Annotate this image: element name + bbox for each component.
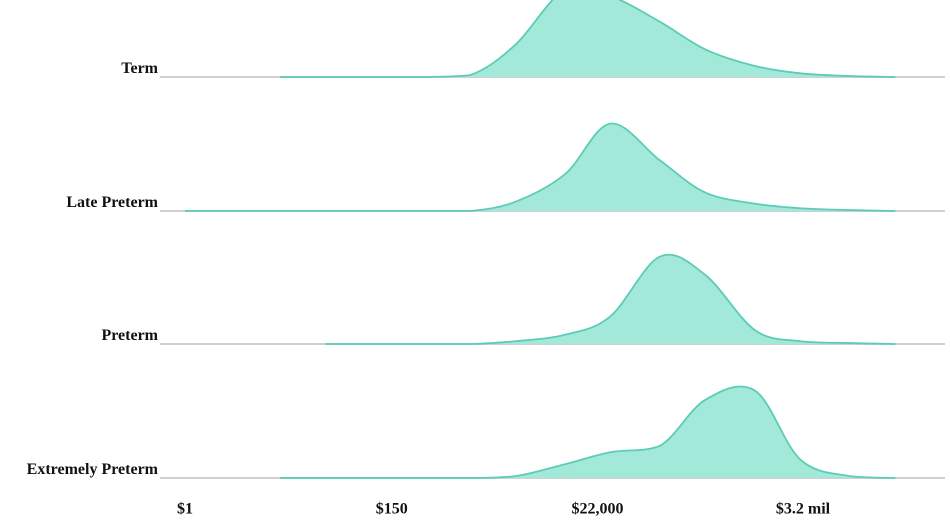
density-area [280, 0, 896, 77]
row-label: Term [121, 60, 158, 77]
density-line [280, 385, 896, 479]
row-label: Preterm [101, 327, 158, 344]
row-label: Extremely Preterm [27, 461, 159, 478]
density-line [184, 122, 896, 212]
x-tick-label: $3.2 mil [776, 501, 831, 518]
density-line [279, 0, 896, 78]
x-tick-label: $150 [376, 501, 408, 518]
density-line [325, 253, 896, 345]
density-area [280, 386, 896, 478]
row-label: Late Preterm [66, 194, 158, 211]
density-area [325, 254, 896, 344]
density-area [185, 123, 896, 211]
x-tick-label: $22,000 [572, 501, 624, 518]
x-tick-label: $1 [177, 501, 193, 518]
